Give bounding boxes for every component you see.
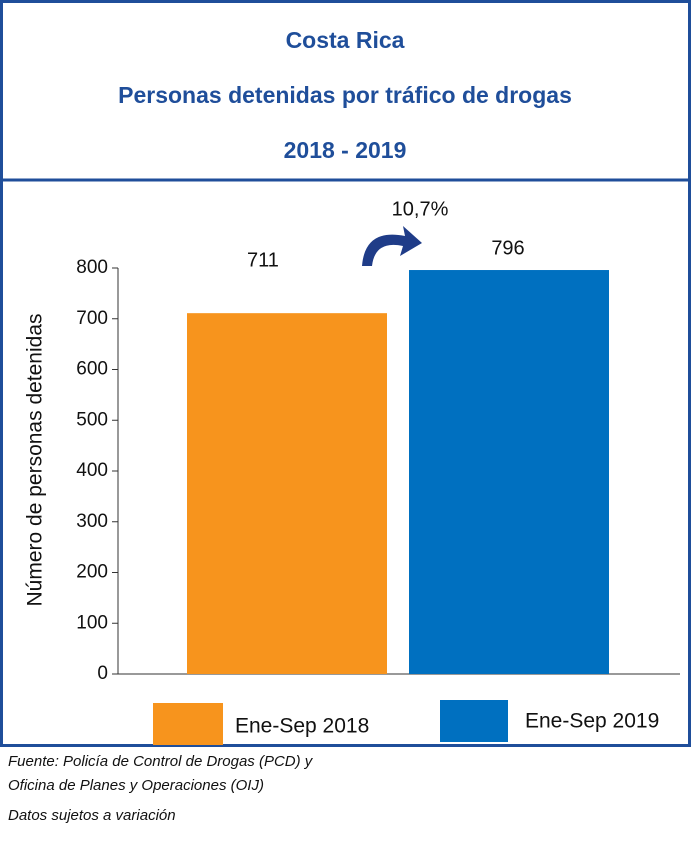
legend-swatch	[153, 703, 223, 745]
data-label: 796	[491, 237, 524, 259]
note: Fuente: Policía de Control de Drogas (PC…	[8, 753, 314, 770]
frame	[0, 0, 691, 747]
y-tick-label: 200	[76, 562, 108, 583]
data-label: 711	[247, 249, 279, 271]
y-tick-label: 400	[76, 460, 108, 481]
y-tick-label: 0	[97, 663, 108, 684]
note: Datos sujetos a variación	[8, 807, 176, 824]
legend-label: Ene-Sep 2019	[525, 710, 659, 733]
legend-swatch	[440, 700, 508, 742]
y-tick-label: 600	[76, 359, 108, 380]
y-axis-label: Número de personas detenidas	[24, 313, 47, 606]
title: 2018 - 2019	[284, 137, 407, 163]
y-tick-label: 300	[76, 511, 108, 532]
y-tick-label: 100	[76, 612, 108, 633]
y-tick-label: 700	[76, 308, 108, 329]
title: Personas detenidas por tráfico de drogas	[118, 82, 572, 108]
legend-label: Ene-Sep 2018	[235, 715, 369, 738]
note: Oficina de Planes y Operaciones (OIJ)	[8, 777, 264, 794]
annotation: 10,7%	[392, 198, 449, 220]
bar	[409, 270, 609, 674]
y-tick-label: 500	[76, 409, 108, 430]
arrow	[362, 226, 422, 266]
bar	[187, 313, 387, 674]
title: Costa Rica	[286, 27, 405, 53]
y-tick-label: 800	[76, 257, 108, 278]
